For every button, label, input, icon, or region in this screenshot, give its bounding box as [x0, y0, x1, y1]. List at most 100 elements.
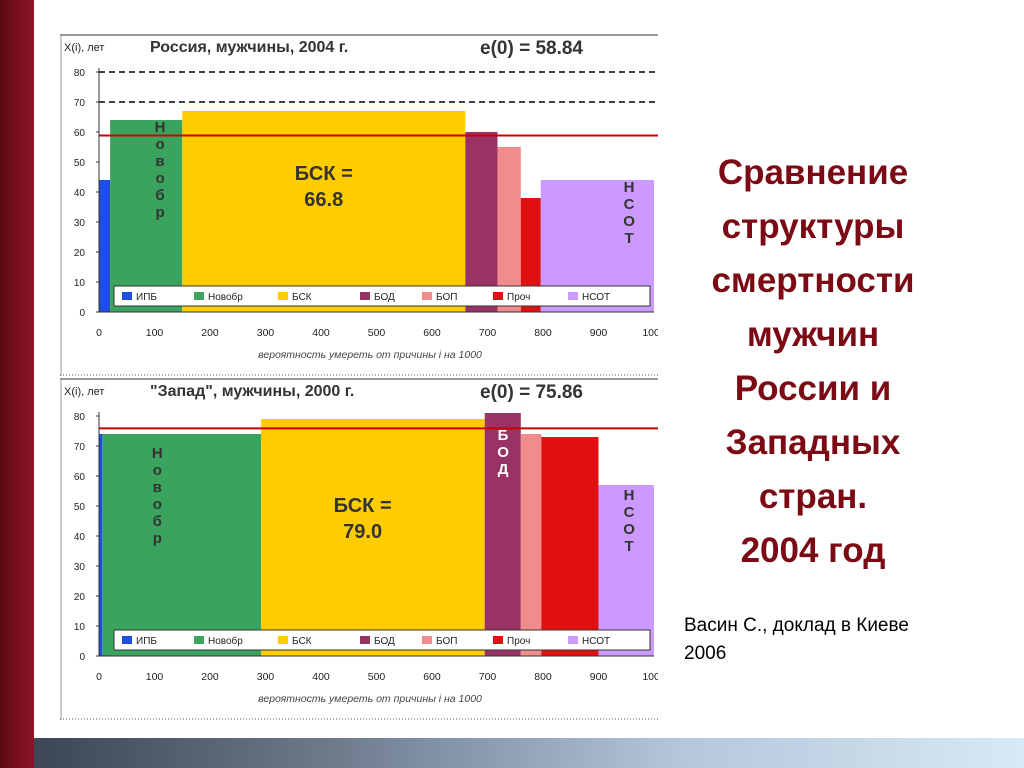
west-bar-label-line: Т — [624, 538, 633, 555]
west-bar-label-line: БСК = — [334, 495, 392, 517]
west-x-axis-label: вероятность умереть от причины i на 1000 — [258, 693, 482, 705]
west-legend-label-Новобр: Новобр — [208, 635, 243, 647]
west-x-tick-label-900: 900 — [590, 671, 608, 683]
west-y-axis-label: X(i), лет — [64, 386, 104, 398]
west-legend-label-БОД: БОД — [374, 636, 395, 647]
russia-y-tick-label-10: 10 — [74, 278, 86, 289]
west-legend-swatch-БОД — [360, 636, 370, 644]
west-bar-Новобр — [102, 434, 262, 656]
russia-x-tick-label-1000: 1000 — [642, 327, 658, 339]
west-x-tick-label-400: 400 — [312, 671, 330, 683]
west-legend-label-БСК: БСК — [292, 636, 312, 647]
russia-bar-label-line: р — [155, 204, 164, 221]
west-bar-label-line: С — [624, 504, 635, 521]
west-bar-label-line: о — [153, 496, 162, 513]
west-legend-label-Проч: Проч — [507, 636, 530, 647]
russia-x-tick-label-300: 300 — [257, 327, 275, 339]
west-y-tick-label-50: 50 — [74, 502, 86, 513]
russia-legend-swatch-Новобр — [194, 292, 204, 300]
russia-legend-swatch-БОД — [360, 292, 370, 300]
west-title: "Запад", мужчины, 2000 г. — [150, 383, 354, 400]
chart-west: X(i), лет "Запад", мужчины, 2000 г. e(0) =… — [60, 378, 658, 720]
russia-legend-box — [113, 285, 651, 307]
title-line: мужчин — [746, 315, 880, 354]
slide-title: Сравнение структуры смертности мужчин Ро… — [672, 146, 954, 578]
russia-bar-Проч — [520, 198, 541, 312]
russia-x-tick-label-200: 200 — [201, 327, 219, 339]
west-bar-НСОТ — [598, 485, 654, 656]
credit-line: Васин С., доклад в Киеве — [684, 615, 909, 636]
russia-y-axis-label: X(i), лет — [64, 42, 104, 54]
west-bar-label-line: р — [153, 530, 162, 547]
west-bar-label-line: Б — [498, 427, 509, 444]
west-legend-box — [113, 629, 651, 651]
russia-bar-label-line: Н — [624, 179, 635, 196]
russia-legend-label-НСОТ: НСОТ — [582, 292, 610, 303]
russia-x-tick-label-400: 400 — [312, 327, 330, 339]
west-bar-label-line: о — [153, 462, 162, 479]
west-bar-БОД — [484, 413, 521, 656]
title-line: России и — [734, 369, 892, 408]
russia-bar-label-line: в — [155, 153, 164, 170]
west-bar-ИПБ — [99, 434, 103, 656]
west-y-tick-label-40: 40 — [74, 532, 86, 543]
chart-russia-svg: X(i), лет Россия, мужчины, 2004 г. e(0) = … — [60, 34, 658, 376]
title-line: Западных — [725, 423, 901, 462]
russia-bar-label-line: БСК = — [295, 163, 353, 185]
russia-bar-ИПБ — [99, 180, 111, 312]
west-y-tick-label-30: 30 — [74, 562, 86, 573]
russia-x-tick-label-600: 600 — [423, 327, 441, 339]
bottom-gradient-bar — [34, 738, 1024, 768]
title-line: смертности — [711, 261, 915, 300]
west-bar-label-line: б — [153, 513, 162, 530]
west-y-tick-label-20: 20 — [74, 592, 86, 603]
west-y-tick-label-80: 80 — [74, 412, 86, 423]
west-x-tick-label-200: 200 — [201, 671, 219, 683]
west-legend-swatch-Новобр — [194, 636, 204, 644]
russia-y-tick-label-50: 50 — [74, 158, 86, 169]
west-bar-label-line: Н — [152, 445, 163, 462]
russia-y-tick-label-30: 30 — [74, 218, 86, 229]
west-bar-label-line: Д — [498, 461, 509, 478]
russia-y-tick-label-70: 70 — [74, 98, 86, 109]
russia-bar-label-line: О — [623, 213, 635, 230]
west-bar-label-line: О — [497, 444, 509, 461]
russia-x-tick-label-900: 900 — [590, 327, 608, 339]
chart-russia: X(i), лет Россия, мужчины, 2004 г. e(0) = … — [60, 34, 658, 376]
west-legend: ИПБ Новобр БСК БОД БОП Проч НСОТ — [113, 629, 651, 651]
russia-e0-label: e(0) = 58.84 — [480, 38, 583, 59]
russia-legend-swatch-НСОТ — [568, 292, 578, 300]
west-e0-label: e(0) = 75.86 — [480, 382, 583, 403]
russia-legend: ИПБ Новобр БСК БОД БОП Проч НСОТ — [113, 285, 651, 307]
source-credit: Васин С., доклад в Киеве 2006 — [684, 612, 1004, 668]
russia-x-axis-label: вероятность умереть от причины i на 1000 — [258, 349, 482, 361]
russia-legend-label-ИПБ: ИПБ — [136, 292, 157, 303]
russia-bar-БОП — [497, 147, 521, 312]
russia-legend-label-БОП: БОП — [436, 292, 457, 303]
russia-legend-label-Новобр: Новобр — [208, 291, 243, 303]
west-legend-swatch-Проч — [493, 636, 503, 644]
west-legend-swatch-БСК — [278, 636, 288, 644]
russia-x-tick-label-0: 0 — [96, 327, 102, 339]
west-x-tick-label-0: 0 — [96, 671, 102, 683]
russia-legend-label-Проч: Проч — [507, 292, 530, 303]
russia-bar-label-line: 66.8 — [304, 189, 343, 211]
russia-legend-swatch-БСК — [278, 292, 288, 300]
russia-legend-label-БСК: БСК — [292, 292, 312, 303]
russia-y-tick-label-40: 40 — [74, 188, 86, 199]
russia-y-tick-label-0: 0 — [79, 308, 85, 319]
russia-bar-label-line: б — [155, 187, 164, 204]
russia-bar-label-0: БСК = 66.8 — [295, 163, 353, 211]
russia-bar-label-line: о — [155, 136, 164, 153]
russia-title: Россия, мужчины, 2004 г. — [150, 39, 348, 56]
west-x-tick-label-100: 100 — [146, 671, 164, 683]
west-legend-swatch-БОП — [422, 636, 432, 644]
west-legend-swatch-ИПБ — [122, 636, 132, 644]
russia-bar-label-line: Н — [155, 119, 166, 136]
west-y-tick-label-70: 70 — [74, 442, 86, 453]
west-bar-label-line: 79.0 — [343, 521, 382, 543]
russia-bar-Новобр — [110, 120, 183, 312]
russia-legend-label-БОД: БОД — [374, 292, 395, 303]
